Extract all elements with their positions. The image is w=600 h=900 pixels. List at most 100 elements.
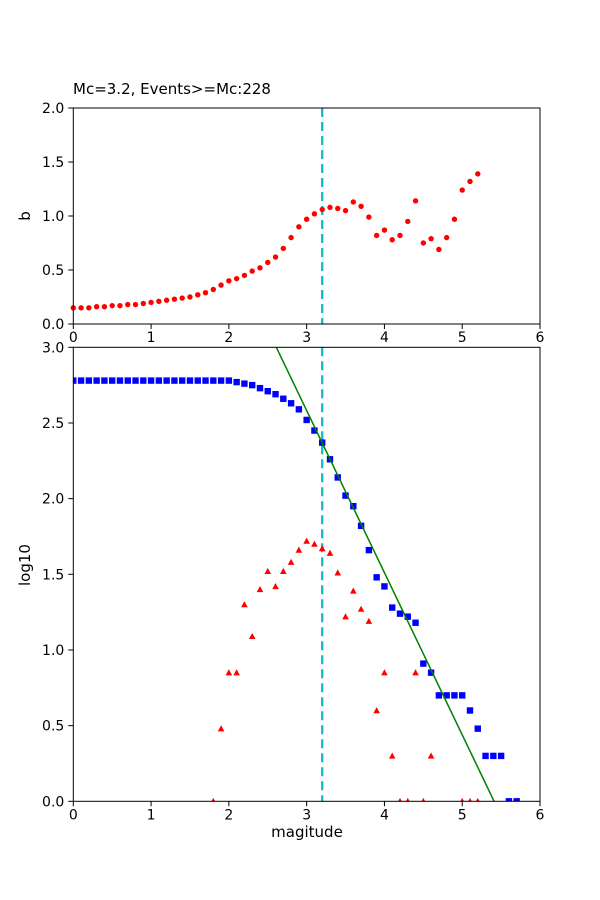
cumulative-counts-point bbox=[256, 384, 264, 392]
b-value-vs-cutoff-point bbox=[125, 301, 131, 308]
x-tick-label: 6 bbox=[536, 330, 545, 346]
b-value-vs-cutoff-point bbox=[233, 275, 240, 282]
b-value-vs-cutoff-point bbox=[428, 235, 434, 242]
b-value-vs-cutoff-point bbox=[475, 171, 481, 177]
b-value-vs-cutoff-point bbox=[249, 268, 255, 274]
noncumulative-counts-point bbox=[405, 797, 410, 802]
cumulative-counts-point bbox=[357, 522, 365, 530]
cumulative-counts-point bbox=[334, 474, 341, 481]
b-value-vs-cutoff-point bbox=[373, 232, 380, 239]
b-value-vs-cutoff-point bbox=[109, 302, 115, 309]
b-value-vs-cutoff-point bbox=[202, 289, 209, 296]
noncumulative-counts-point bbox=[398, 797, 402, 802]
b-value-vs-cutoff-point bbox=[436, 246, 442, 253]
x-tick-label: 4 bbox=[380, 330, 389, 346]
cumulative-counts-point bbox=[249, 381, 256, 389]
cumulative-counts-point bbox=[420, 660, 427, 667]
noncumulative-counts-point bbox=[350, 587, 357, 594]
b-value-vs-cutoff-point bbox=[420, 240, 427, 246]
noncumulative-counts-point bbox=[318, 545, 326, 552]
cumulative-counts-point bbox=[171, 377, 178, 384]
b-value-vs-cutoff-point bbox=[257, 265, 263, 271]
b-value-vs-cutoff-point bbox=[93, 304, 100, 310]
b-value-vs-cutoff-point bbox=[451, 216, 458, 222]
cumulative-counts-point bbox=[427, 669, 435, 676]
y-tick-label: 1.0 bbox=[42, 209, 64, 225]
x-tick-label: 6 bbox=[536, 807, 545, 823]
cumulative-counts-point bbox=[280, 395, 287, 402]
b-value-vs-cutoff-point bbox=[366, 214, 372, 220]
b-value-vs-cutoff-point bbox=[459, 187, 465, 193]
plot-title: Mc=3.2, Events>=Mc:228 bbox=[73, 80, 271, 98]
cumulative-counts-point bbox=[365, 546, 373, 554]
cumulative-counts-point bbox=[513, 798, 520, 802]
y-tick-label: 0.0 bbox=[42, 317, 64, 333]
x-tick-label: 0 bbox=[69, 807, 78, 823]
b-value-vs-cutoff-point bbox=[218, 282, 224, 288]
b-value-vs-cutoff-point bbox=[311, 211, 318, 217]
b-value-vs-cutoff-point bbox=[171, 296, 178, 302]
b-value-vs-cutoff-point bbox=[280, 245, 287, 252]
cumulative-counts-point bbox=[108, 377, 116, 384]
b-value-vs-cutoff-point bbox=[78, 305, 84, 311]
noncumulative-counts-point bbox=[427, 752, 435, 759]
b-value-vs-cutoff-point bbox=[405, 218, 411, 225]
cumulative-counts-point bbox=[210, 377, 217, 384]
b-value-vs-cutoff-point bbox=[86, 305, 92, 311]
cumulative-counts-point bbox=[389, 604, 396, 611]
noncumulative-counts-point bbox=[311, 540, 318, 547]
b-value-vs-cutoff-point bbox=[101, 304, 108, 310]
b-value-vs-cutoff-point bbox=[350, 199, 357, 205]
cumulative-counts-point bbox=[412, 619, 419, 626]
noncumulative-counts-point bbox=[357, 605, 365, 612]
noncumulative-counts-point bbox=[272, 583, 279, 590]
cumulative-counts-point bbox=[77, 377, 85, 384]
cumulative-counts-point bbox=[311, 427, 318, 434]
x-tick-label: 1 bbox=[147, 807, 156, 823]
b-value-vs-cutoff-point bbox=[327, 204, 333, 211]
cumulative-counts-point bbox=[482, 752, 489, 760]
b-value-vs-cutoff-point bbox=[226, 278, 232, 284]
b-value-vs-cutoff-point bbox=[389, 237, 395, 243]
y-tick-label: 0.5 bbox=[42, 263, 64, 279]
noncumulative-counts-point bbox=[381, 669, 388, 676]
cumulative-counts-point bbox=[155, 377, 163, 384]
cumulative-counts-point bbox=[264, 387, 271, 395]
cumulative-counts-point bbox=[303, 416, 310, 424]
b-value-vs-cutoff-point bbox=[195, 292, 201, 298]
noncumulative-counts-point bbox=[468, 797, 472, 802]
b-value-vs-cutoff-point bbox=[467, 178, 473, 185]
x-tick-label: 5 bbox=[458, 807, 467, 823]
cumulative-counts-point bbox=[241, 380, 248, 387]
b-value-vs-cutoff-point bbox=[335, 205, 341, 212]
b-value-vs-cutoff-point bbox=[163, 297, 170, 303]
b-value-vs-cutoff-point bbox=[210, 286, 217, 293]
cumulative-counts-point bbox=[93, 377, 100, 384]
x-tick-label: 1 bbox=[147, 330, 156, 346]
b-value-vs-cutoff-point bbox=[296, 224, 302, 230]
noncumulative-counts-point bbox=[264, 567, 272, 574]
b-value-vs-cutoff-point bbox=[132, 301, 139, 308]
b-value-vs-cutoff-point bbox=[443, 234, 450, 241]
cumulative-counts-point bbox=[85, 377, 93, 384]
noncumulative-counts-point bbox=[241, 601, 248, 608]
cumulative-counts-point bbox=[186, 377, 194, 384]
cumulative-counts-point bbox=[497, 752, 505, 760]
cumulative-counts-point bbox=[163, 377, 170, 384]
b-value-vs-cutoff-point bbox=[187, 294, 193, 300]
cumulative-counts-point bbox=[435, 692, 443, 699]
noncumulative-counts-point bbox=[295, 546, 303, 553]
b-value-vs-cutoff-point bbox=[156, 298, 162, 305]
b-value-vs-cutoff-point bbox=[288, 234, 294, 241]
noncumulative-counts-point bbox=[211, 797, 216, 802]
b-value-vs-cutoff-point bbox=[241, 272, 248, 279]
cumulative-counts-point bbox=[132, 377, 139, 384]
cumulative-counts-point bbox=[287, 400, 295, 407]
cumulative-counts-point bbox=[233, 378, 240, 386]
b-value-vs-cutoff-point bbox=[397, 232, 403, 239]
noncumulative-counts-point bbox=[334, 569, 342, 576]
cumulative-counts-point bbox=[194, 377, 201, 384]
y-tick-label: 1.0 bbox=[42, 643, 64, 659]
cumulative-counts-point bbox=[381, 583, 388, 590]
